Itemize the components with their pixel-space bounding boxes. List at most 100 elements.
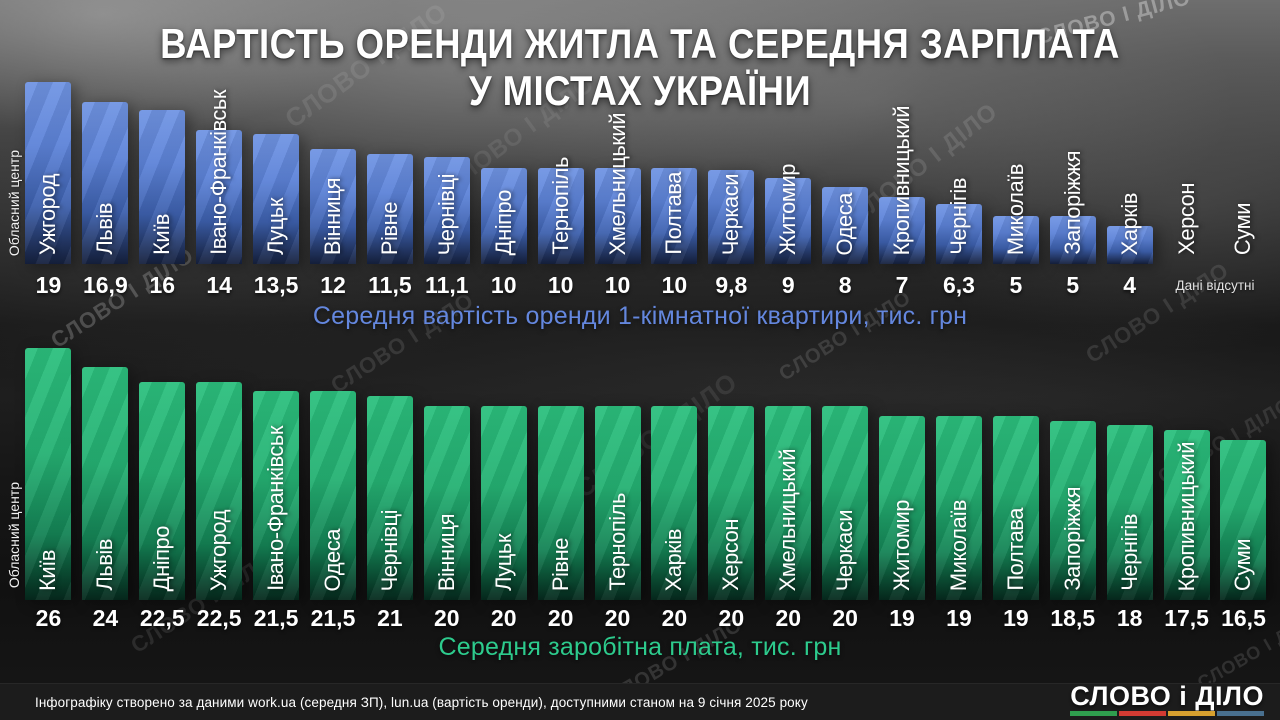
- logo-text: СЛОВО і ДІЛО: [1070, 681, 1264, 711]
- bar-column: Луцьк 13,5: [248, 0, 305, 298]
- bar-column: Київ 26: [20, 340, 77, 631]
- city-label: Кропивницький: [889, 105, 915, 255]
- rent-bar: [196, 130, 243, 264]
- rent-bar: [822, 187, 869, 264]
- value-label: 10: [490, 272, 517, 298]
- city-label: Львів: [92, 203, 118, 255]
- value-label: 6,3: [942, 272, 975, 298]
- salary-bar: [537, 406, 584, 600]
- value-label: 20: [775, 605, 802, 631]
- bar-column: Черкаси 9,8: [703, 0, 760, 298]
- bar-column: Хмельницький 20: [760, 340, 817, 631]
- city-label: Київ: [149, 214, 175, 255]
- city-label: Івано-Франківськ: [206, 90, 232, 255]
- city-label: Черкаси: [832, 509, 858, 591]
- logo-underline-segment-4: [1217, 711, 1265, 716]
- bar-column: Вінниця 12: [305, 0, 362, 298]
- bar-column: Полтава 10: [646, 0, 703, 298]
- bar-column: Чернівці 11,1: [418, 0, 475, 298]
- salary-chart-columns: Київ 26 Львів 24 Дніпро 22,5 Ужгород 22,5 Івано-…: [20, 340, 1272, 631]
- city-label: Ужгород: [206, 509, 232, 591]
- bar-column: Вінниця 20: [418, 340, 475, 631]
- rent-bar: [423, 157, 470, 264]
- rent-bar: [879, 197, 926, 264]
- bar-column: Ужгород 19: [20, 0, 77, 298]
- city-label: Черкаси: [718, 173, 744, 255]
- value-label: 7: [895, 272, 909, 298]
- city-label: Херсон: [1173, 183, 1199, 255]
- city-label: Запоріжжя: [1059, 487, 1085, 591]
- bar-column: Херсон 20: [703, 340, 760, 631]
- value-label: 10: [604, 272, 631, 298]
- city-label: Дніпро: [149, 525, 175, 591]
- bar-column: Миколаїв 19: [931, 340, 988, 631]
- city-label: Чернігів: [945, 178, 971, 255]
- value-label: 24: [92, 605, 119, 631]
- rent-bar: [992, 216, 1039, 264]
- logo-underline-segment-3: [1168, 711, 1216, 716]
- value-label: 9,8: [715, 272, 748, 298]
- value-label: 5: [1009, 272, 1023, 298]
- city-label: Луцьк: [490, 534, 516, 591]
- value-label: 19: [1003, 605, 1029, 631]
- logo-underline: [1070, 711, 1265, 716]
- city-label: Рівне: [376, 201, 402, 255]
- value-label: 16: [149, 272, 176, 298]
- rent-bar: [139, 110, 186, 264]
- city-label: Вінниця: [433, 513, 459, 591]
- city-label: Івано-Франківськ: [263, 426, 289, 591]
- value-label: 11,5: [368, 272, 412, 298]
- bar-column: Запоріжжя 18,5: [1044, 340, 1101, 631]
- city-label: Житомир: [889, 500, 915, 591]
- rent-axis-label: Середня вартість оренди 1-кімнатної квар…: [312, 302, 968, 330]
- value-label: 5: [1066, 272, 1080, 298]
- value-label: 18: [1116, 605, 1143, 631]
- value-label: 20: [434, 605, 460, 631]
- salary-bar: [196, 382, 243, 600]
- value-label: 20: [604, 605, 631, 631]
- rent-bar: [480, 168, 527, 264]
- rent-bar: [765, 178, 812, 264]
- value-label: 13,5: [253, 272, 299, 298]
- bar-column: Київ 16: [134, 0, 191, 298]
- city-label: Луцьк: [263, 198, 289, 255]
- value-label: 16,5: [1221, 605, 1266, 631]
- rent-bar: [366, 154, 413, 264]
- city-label: Чернівці: [433, 173, 459, 255]
- bar-column: Івано-Франківськ 14: [191, 0, 248, 298]
- salary-bar: [253, 391, 300, 600]
- city-label: Хмельницький: [775, 448, 801, 591]
- value-label: 21,5: [253, 605, 299, 631]
- city-label: Тернопіль: [547, 157, 573, 255]
- bar-column: Хмельницький 10: [589, 0, 646, 298]
- salary-bar: [366, 396, 413, 600]
- value-label: 17,5: [1164, 605, 1209, 631]
- bar-column: Львів 16,9: [77, 0, 134, 298]
- bar-column: Полтава 19: [987, 340, 1044, 631]
- bar-column: Чернігів 6,3: [931, 0, 988, 298]
- city-label: Вінниця: [319, 177, 345, 255]
- bar-column: Дніпро 22,5: [134, 340, 191, 631]
- source-note: Інфографіку створено за даними work.ua (…: [35, 694, 808, 710]
- salary-bar: [1163, 430, 1210, 600]
- city-label: Харків: [1116, 192, 1142, 255]
- bar-column: Тернопіль 10: [532, 0, 589, 298]
- bar-column: Харків 20: [646, 340, 703, 631]
- salary-bar: [1106, 425, 1153, 600]
- bar-column: Львів 24: [77, 340, 134, 631]
- bar-column: Харків 4: [1101, 0, 1158, 298]
- value-label: 10: [661, 272, 688, 298]
- footer: Інфографіку створено за даними work.ua (…: [0, 683, 1280, 720]
- value-label: 20: [661, 605, 688, 631]
- value-label: 12: [320, 272, 346, 298]
- value-label: 26: [35, 605, 62, 631]
- rent-bar: [537, 168, 584, 264]
- title-line-1: ВАРТІСТЬ ОРЕНДИ ЖИТЛА ТА СЕРЕДНЯ ЗАРПЛАТ…: [160, 20, 1120, 67]
- city-label: Херсон: [718, 519, 744, 591]
- value-label: 4: [1123, 272, 1137, 298]
- city-label: Чернівці: [376, 509, 402, 591]
- value-label: 19: [35, 272, 62, 298]
- city-label: Харків: [661, 528, 687, 591]
- bar-column: Дніпро 10: [475, 0, 532, 298]
